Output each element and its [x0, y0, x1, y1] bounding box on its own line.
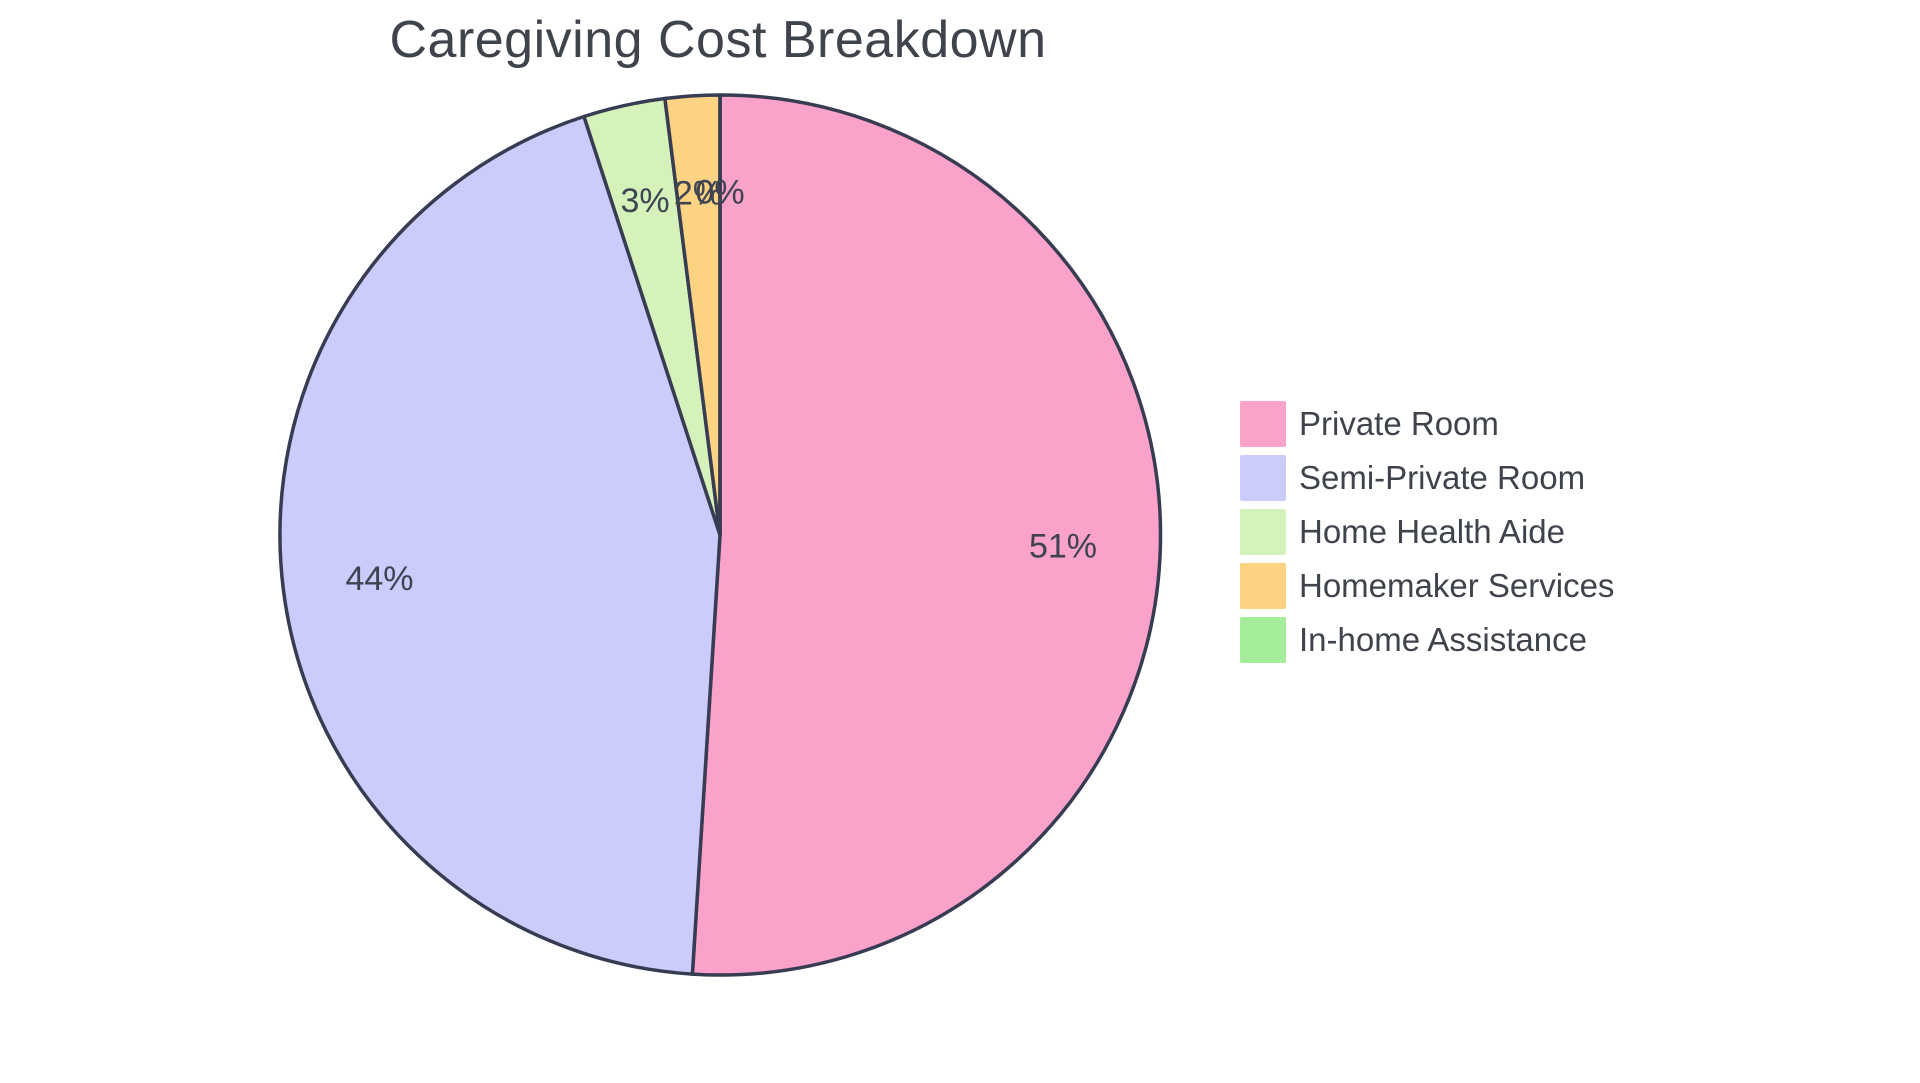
pie-slices-group — [278, 93, 1163, 977]
legend-swatch-home-health-aide — [1240, 509, 1286, 555]
pie-percent-label-in-home-assistance: 0% — [695, 174, 744, 212]
pie-percent-label-home-health-aide: 3% — [621, 182, 670, 220]
legend: Private Room Semi-Private Room Home Health… — [1240, 401, 1614, 671]
legend-item-home-health-aide[interactable]: Home Health Aide — [1240, 509, 1614, 555]
pie-percent-label-semi-private-room: 44% — [345, 560, 413, 598]
legend-label: Homemaker Services — [1299, 567, 1615, 604]
legend-swatch-homemaker-services — [1240, 563, 1286, 609]
legend-label: Home Health Aide — [1299, 513, 1565, 550]
legend-swatch-semi-private-room — [1240, 455, 1286, 501]
pie-percent-label-private-room: 51% — [1029, 528, 1097, 566]
legend-item-semi-private-room[interactable]: Semi-Private Room — [1240, 455, 1614, 501]
legend-label: In-home Assistance — [1299, 621, 1587, 658]
legend-item-homemaker-services[interactable]: Homemaker Services — [1240, 563, 1614, 609]
legend-swatch-in-home-assistance — [1240, 617, 1286, 663]
legend-swatch-private-room — [1240, 401, 1286, 447]
pie-percent-labels-group: 51% 44% 3% 2%0% — [345, 174, 1097, 598]
pie-slice-private-room — [690, 93, 1163, 977]
pie-slice-semi-private-room — [278, 114, 722, 976]
legend-item-in-home-assistance[interactable]: In-home Assistance — [1240, 617, 1614, 663]
legend-label: Private Room — [1299, 405, 1499, 442]
legend-item-private-room[interactable]: Private Room — [1240, 401, 1614, 447]
legend-label: Semi-Private Room — [1299, 459, 1586, 496]
pie-percent-label-homemaker-services: 2% — [674, 174, 723, 212]
chart-title: Caregiving Cost Breakdown — [389, 11, 1047, 69]
